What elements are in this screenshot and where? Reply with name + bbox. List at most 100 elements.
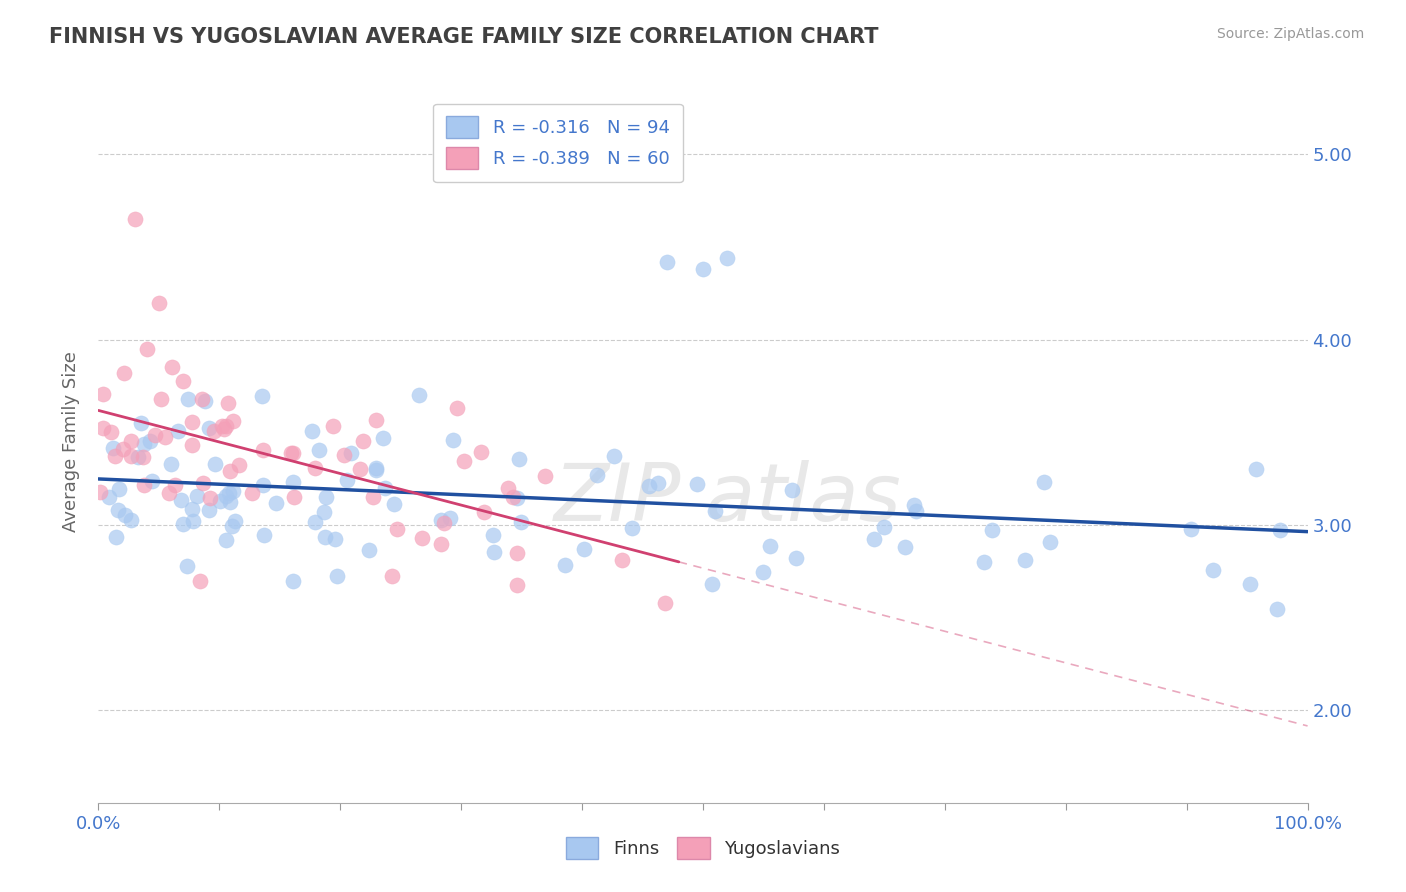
Point (218, 494, 240, 508)
Point (905, 504, 928, 518)
Point (103, 441, 125, 455)
Point (191, 475, 214, 490)
Point (197, 503, 219, 517)
Point (191, 392, 214, 406)
Point (433, 516, 456, 531)
Point (281, 445, 304, 459)
Point (204, 424, 226, 438)
Point (250, 389, 273, 403)
Point (716, 251, 738, 265)
Point (482, 528, 505, 542)
Point (240, 486, 263, 500)
Point (149, 392, 172, 406)
Point (214, 419, 236, 434)
Point (336, 473, 359, 487)
Point (470, 445, 492, 459)
Point (165, 478, 187, 492)
Point (322, 419, 344, 434)
Point (510, 516, 533, 530)
Point (446, 401, 468, 415)
Point (382, 497, 405, 511)
Point (574, 542, 596, 557)
Point (170, 493, 193, 508)
Point (304, 515, 326, 529)
Point (323, 532, 346, 546)
Point (181, 438, 204, 452)
Point (186, 489, 208, 503)
Point (472, 505, 495, 519)
Legend: Finns, Yugoslavians: Finns, Yugoslavians (558, 830, 848, 866)
Point (508, 452, 530, 467)
Point (1265, 602, 1288, 616)
Point (141, 475, 163, 489)
Point (349, 462, 371, 476)
Point (903, 498, 925, 512)
Point (157, 485, 180, 500)
Point (352, 434, 374, 448)
Point (654, 596, 676, 610)
Point (315, 490, 337, 504)
Point (325, 569, 347, 583)
Point (208, 493, 231, 508)
Point (505, 545, 527, 559)
Point (385, 522, 408, 536)
Point (98, 491, 121, 505)
Point (89, 484, 111, 499)
Point (91, 420, 114, 434)
Point (1039, 534, 1062, 549)
Point (181, 514, 204, 528)
Point (143, 427, 166, 442)
Point (366, 463, 388, 477)
Point (252, 443, 274, 458)
Point (586, 467, 609, 482)
Point (129, 416, 152, 430)
Point (973, 555, 995, 569)
Point (120, 449, 142, 463)
Point (204, 457, 226, 471)
Point (104, 530, 127, 544)
Point (222, 483, 245, 498)
Point (374, 481, 396, 495)
Point (1268, 523, 1291, 537)
Point (176, 559, 198, 574)
Point (107, 503, 129, 517)
Point (160, 457, 183, 471)
Point (127, 450, 149, 464)
Point (100, 425, 122, 439)
Point (752, 565, 775, 579)
Point (266, 496, 288, 510)
Point (104, 449, 127, 463)
Point (1032, 475, 1054, 490)
Point (211, 419, 233, 434)
Point (873, 520, 896, 534)
Point (91, 386, 114, 401)
Point (194, 394, 217, 409)
Point (430, 513, 453, 527)
Point (1239, 577, 1261, 591)
Point (215, 533, 238, 547)
Point (107, 482, 129, 496)
Point (482, 545, 505, 559)
Point (222, 414, 245, 428)
Point (502, 490, 524, 504)
Point (124, 212, 146, 227)
Point (603, 449, 626, 463)
Point (153, 430, 176, 444)
Point (280, 446, 302, 460)
Point (981, 523, 1004, 537)
Point (429, 537, 451, 551)
Point (224, 514, 246, 528)
Point (252, 477, 274, 491)
Point (340, 446, 363, 460)
Point (700, 576, 723, 591)
Point (1202, 563, 1225, 577)
Point (132, 450, 155, 464)
Point (132, 477, 155, 491)
Point (181, 415, 204, 429)
Point (533, 468, 555, 483)
Point (505, 491, 527, 505)
Point (281, 475, 304, 489)
Point (554, 558, 576, 572)
Point (1244, 462, 1267, 476)
Text: FINNISH VS YUGOSLAVIAN AVERAGE FAMILY SIZE CORRELATION CHART: FINNISH VS YUGOSLAVIAN AVERAGE FAMILY SI… (49, 27, 879, 46)
